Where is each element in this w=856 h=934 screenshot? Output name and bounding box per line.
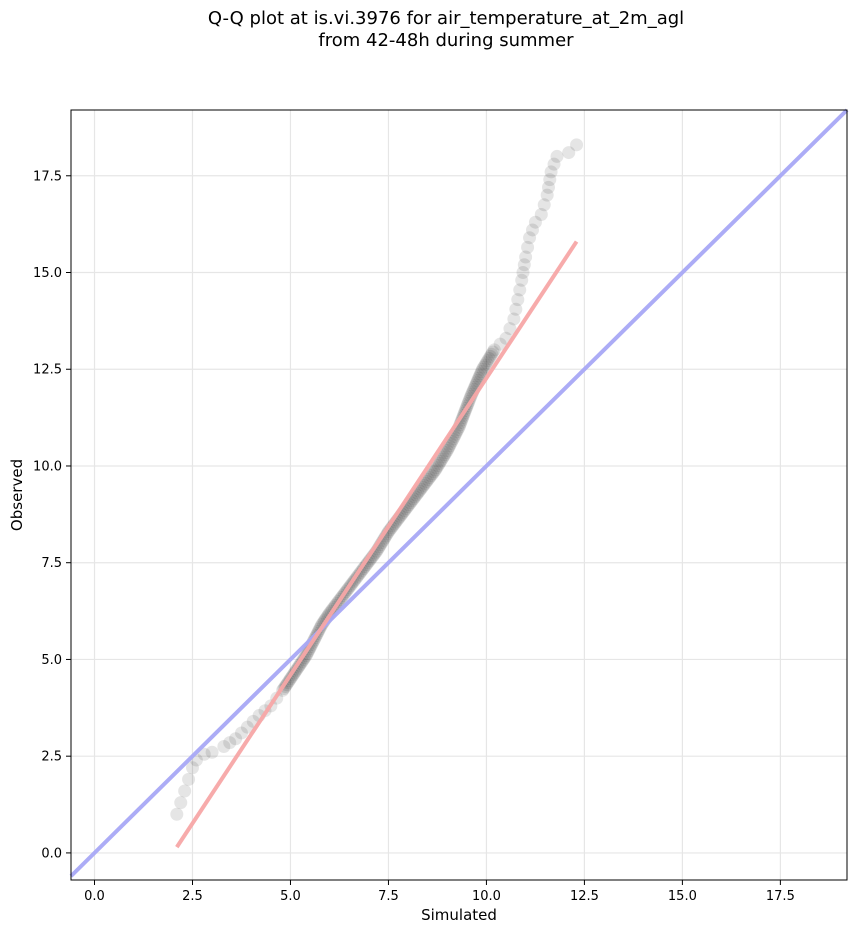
qq-point [487, 343, 501, 357]
qq-point [507, 312, 521, 326]
qq-point [240, 720, 254, 734]
chart-title-line1: Q-Q plot at is.vi.3976 for air_temperatu… [207, 8, 685, 29]
qq-point [417, 478, 431, 492]
y-tick-label: 7.5 [41, 556, 62, 571]
qq-point [435, 452, 449, 466]
qq-point [474, 367, 488, 381]
qq-point [478, 358, 492, 372]
qq-point [570, 138, 584, 152]
qq-point [511, 293, 525, 307]
qq-point [509, 302, 523, 316]
y-tick-label: 17.5 [33, 169, 62, 184]
qq-point [229, 732, 243, 746]
y-tick-label: 15.0 [33, 266, 62, 281]
qq-point [432, 456, 446, 470]
qq-point [223, 736, 237, 750]
qq-point [547, 157, 561, 171]
qq-point [481, 354, 495, 368]
x-axis-ticks: 0.0 2.5 5.0 7.5 10.0 12.5 15.0 17.5 [84, 880, 795, 904]
qq-point [217, 740, 231, 754]
qq-point [182, 772, 196, 786]
x-tick-label: 2.5 [182, 889, 203, 904]
plot-frame [70, 109, 848, 881]
qq-point [424, 469, 438, 483]
qq-point [205, 745, 219, 759]
qq-point [503, 322, 517, 336]
qq-point [544, 165, 558, 179]
qq-point [513, 283, 527, 297]
identity-line [69, 108, 849, 878]
y-axis-label: Observed [8, 459, 26, 531]
qq-point [485, 347, 499, 361]
y-axis-ticks: 0.0 2.5 5.0 7.5 10.0 12.5 15.0 17.5 [33, 169, 71, 861]
grid-lines [71, 110, 847, 880]
qq-point [430, 461, 444, 475]
qq-point [178, 784, 192, 798]
qq-point [562, 146, 576, 160]
x-tick-label: 15.0 [668, 889, 697, 904]
qq-point [540, 188, 554, 202]
qq-point [439, 446, 453, 460]
x-tick-label: 0.0 [84, 889, 105, 904]
x-tick-label: 7.5 [378, 889, 399, 904]
x-tick-label: 17.5 [766, 889, 795, 904]
qq-point [197, 747, 211, 761]
qq-point [473, 369, 487, 383]
qq-point [476, 362, 490, 376]
fit-line [175, 240, 579, 849]
x-tick-label: 12.5 [570, 889, 599, 904]
qq-point [537, 198, 551, 212]
x-tick-label: 5.0 [280, 889, 301, 904]
y-tick-label: 12.5 [33, 363, 62, 378]
y-tick-label: 5.0 [41, 653, 62, 668]
qq-point [423, 471, 437, 485]
qq-point [234, 726, 248, 740]
qq-point [420, 474, 434, 488]
y-tick-label: 10.0 [33, 459, 62, 474]
qq-point [174, 796, 188, 810]
qq-point [438, 448, 452, 462]
chart-title-line2: from 42-48h during summer [318, 30, 574, 51]
qq-point [441, 441, 455, 455]
qq-point [421, 473, 435, 487]
qq-point [475, 365, 489, 379]
reference-lines [69, 108, 849, 878]
qq-point [427, 465, 441, 479]
qq-point [483, 349, 497, 363]
x-axis-label: Simulated [421, 906, 497, 924]
qq-point [516, 266, 530, 280]
qq-point [521, 240, 535, 254]
qq-point [528, 215, 542, 229]
x-tick-label: 10.0 [472, 889, 501, 904]
qq-point [525, 223, 539, 237]
qq-point [486, 345, 500, 359]
qq-point [477, 360, 491, 374]
qq-point [415, 480, 429, 494]
qq-point [543, 173, 557, 187]
qq-point [443, 439, 457, 453]
qq-point [185, 761, 199, 775]
qq-point [434, 454, 448, 468]
qq-point [550, 149, 564, 163]
qq-point [517, 258, 531, 272]
qq-point [440, 444, 454, 458]
qq-point [493, 337, 507, 351]
qq-point [515, 273, 529, 287]
qq-point [170, 807, 184, 821]
qq-point [428, 463, 442, 477]
chart-title: Q-Q plot at is.vi.3976 for air_temperatu… [0, 8, 856, 52]
qq-point [541, 180, 555, 194]
qq-point [482, 351, 496, 365]
y-tick-label: 0.0 [41, 846, 62, 861]
qq-point [431, 459, 445, 473]
qq-point [519, 250, 533, 264]
y-tick-label: 2.5 [41, 750, 62, 765]
qq-point [479, 356, 493, 370]
qq-point [523, 231, 537, 245]
qq-point [426, 467, 440, 481]
qq-point [436, 450, 450, 464]
qq-point [418, 476, 432, 490]
qq-point [534, 207, 548, 221]
